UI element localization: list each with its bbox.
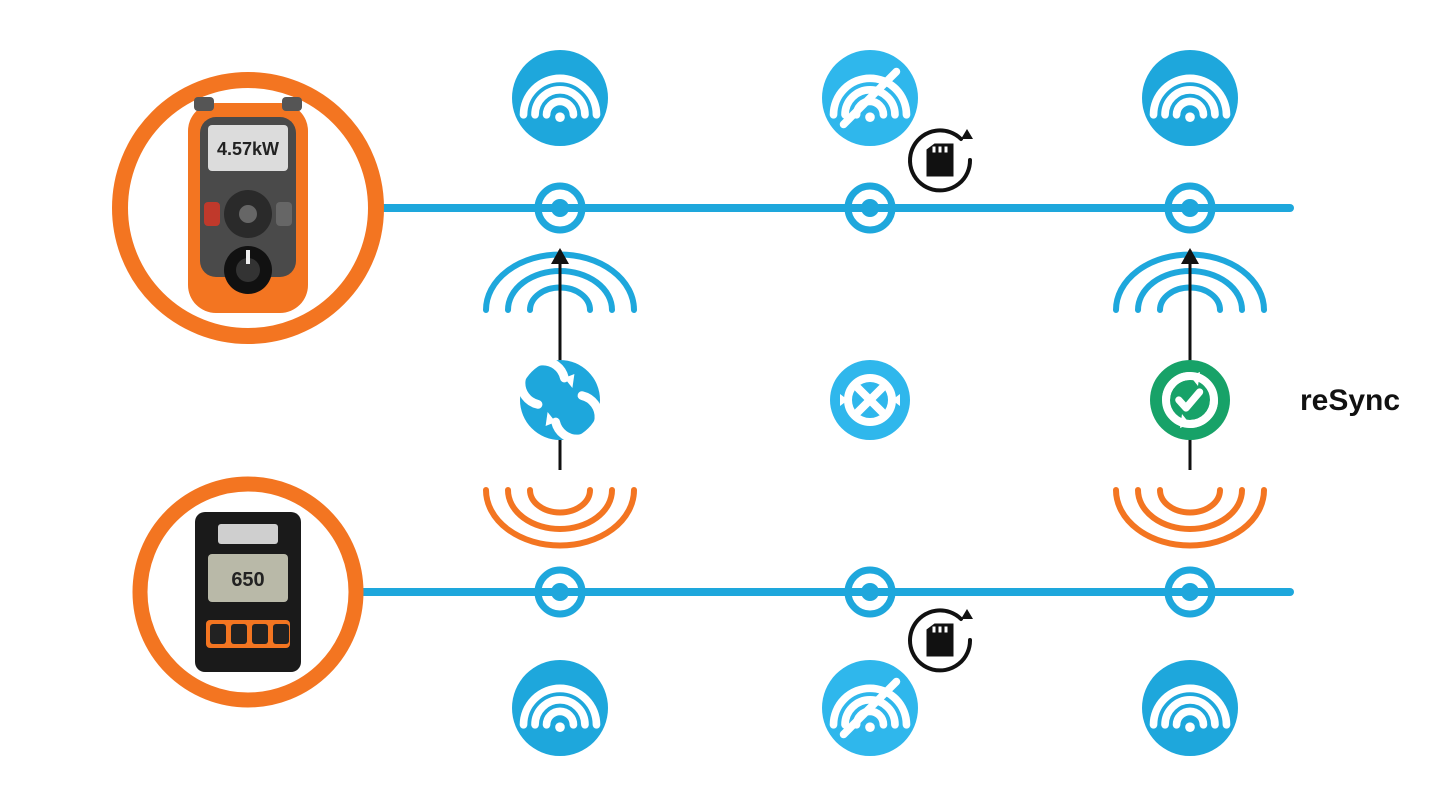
- wifi-bottom-1-icon: [512, 660, 608, 756]
- device-bottom: 650: [140, 484, 356, 700]
- sync-col2-icon: [830, 360, 910, 440]
- sync-col1-icon: [520, 360, 600, 440]
- device-top-reading: 4.57kW: [217, 139, 279, 159]
- wifi-top-2-icon: [822, 50, 918, 146]
- wifi-bottom-2-icon: [822, 660, 918, 756]
- device-top: 4.57kW: [120, 80, 376, 336]
- sync-col3-icon: [1150, 360, 1230, 440]
- device-bottom-reading: 650: [231, 569, 264, 591]
- wifi-top-1-icon: [512, 50, 608, 146]
- wifi-top-3-icon: [1142, 50, 1238, 146]
- resync-label: reSync: [1300, 384, 1400, 417]
- wifi-bottom-3-icon: [1142, 660, 1238, 756]
